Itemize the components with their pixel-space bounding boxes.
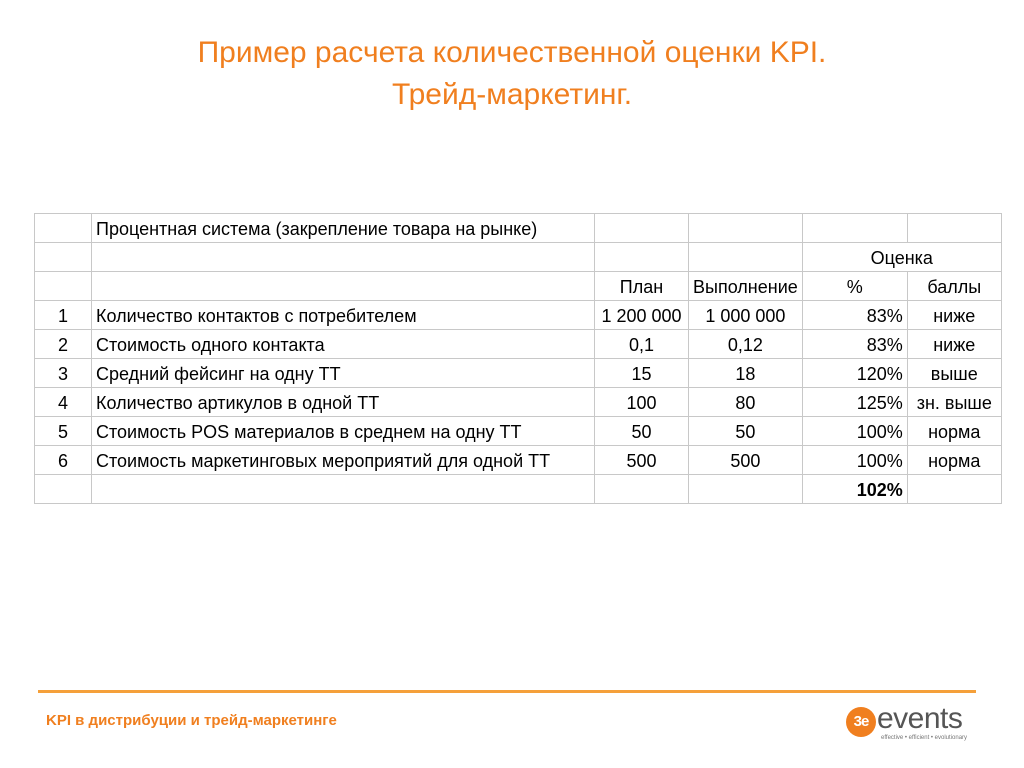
plan-value: 1 200 000 (594, 300, 689, 330)
score-value: зн. выше (906, 387, 1002, 417)
kpi-name: Стоимость одного контакта (91, 329, 595, 359)
table-row-column-headers: План Выполнение % баллы (34, 271, 1002, 301)
plan-value: 15 (594, 358, 689, 388)
plan-value: 50 (594, 416, 689, 446)
kpi-name: Количество контактов с потребителем (91, 300, 595, 330)
actual-value: 50 (688, 416, 803, 446)
assessment-header: Оценка (801, 242, 1002, 272)
logo-mark: 3e (846, 707, 876, 737)
actual-value: 18 (688, 358, 803, 388)
actual-value: 0,12 (688, 329, 803, 359)
company-logo: 3e events effective • efficient • evolut… (846, 702, 976, 744)
actual-value: 500 (688, 445, 803, 475)
logo-tagline: effective • efficient • evolutionary (881, 735, 968, 741)
row-number: 4 (34, 387, 92, 417)
score-value: норма (906, 416, 1002, 446)
kpi-table: Процентная система (закрепление товара н… (34, 213, 1002, 504)
row-number: 5 (34, 416, 92, 446)
percent-value: 125% (801, 387, 908, 417)
row-number: 3 (34, 358, 92, 388)
kpi-name: Стоимость POS материалов в среднем на од… (91, 416, 595, 446)
logo-word: events (877, 702, 963, 735)
score-value: норма (906, 445, 1002, 475)
actual-value: 80 (688, 387, 803, 417)
slide-title-line-1: Пример расчета количественной оценки KPI… (197, 36, 827, 69)
percent-value: 83% (801, 329, 908, 359)
score-value: ниже (906, 329, 1002, 359)
score-value: выше (906, 358, 1002, 388)
plan-value: 0,1 (594, 329, 689, 359)
table-row: 1 Количество контактов с потребителем 1 20… (34, 300, 1002, 330)
table-row: 3 Средний фейсинг на одну ТТ 15 18 120% выше (34, 358, 1002, 388)
slide-title-line-2: Трейд-маркетинг. (391, 78, 633, 111)
row-number: 2 (34, 329, 92, 359)
system-label: Процентная система (закрепление товара н… (91, 213, 595, 243)
table-row-assessment-header: Оценка (34, 242, 1002, 272)
table-row-total: 102% (34, 474, 1002, 504)
total-percent: 102% (801, 474, 908, 504)
column-header-score: баллы (906, 271, 1002, 301)
table-row: 4 Количество артикулов в одной ТТ 100 80 125… (34, 387, 1002, 417)
percent-value: 120% (801, 358, 908, 388)
column-header-plan: План (594, 271, 689, 301)
kpi-name: Стоимость маркетинговых мероприятий для … (91, 445, 595, 475)
plan-value: 500 (594, 445, 689, 475)
table-row: 6 Стоимость маркетинговых мероприятий для… (34, 445, 1002, 475)
column-header-actual: Выполнение (688, 271, 803, 301)
percent-value: 100% (801, 445, 908, 475)
percent-value: 83% (801, 300, 908, 330)
score-value: ниже (906, 300, 1002, 330)
kpi-name: Количество артикулов в одной ТТ (91, 387, 595, 417)
table-row: 2 Стоимость одного контакта 0,1 0,12 83% ниже (34, 329, 1002, 359)
table-row-system: Процентная система (закрепление товара н… (34, 213, 1002, 243)
row-number: 1 (34, 300, 92, 330)
row-number: 6 (34, 445, 92, 475)
footer-divider (38, 690, 976, 693)
footer-text: KPI в дистрибуции и трейд-маркетинге (46, 712, 337, 729)
kpi-name: Средний фейсинг на одну ТТ (91, 358, 595, 388)
table-row: 5 Стоимость POS материалов в среднем на о… (34, 416, 1002, 446)
actual-value: 1 000 000 (688, 300, 803, 330)
column-header-percent: % (801, 271, 908, 301)
plan-value: 100 (594, 387, 689, 417)
percent-value: 100% (801, 416, 908, 446)
slide-title: Пример расчета количественной оценки KPI… (0, 32, 1024, 116)
